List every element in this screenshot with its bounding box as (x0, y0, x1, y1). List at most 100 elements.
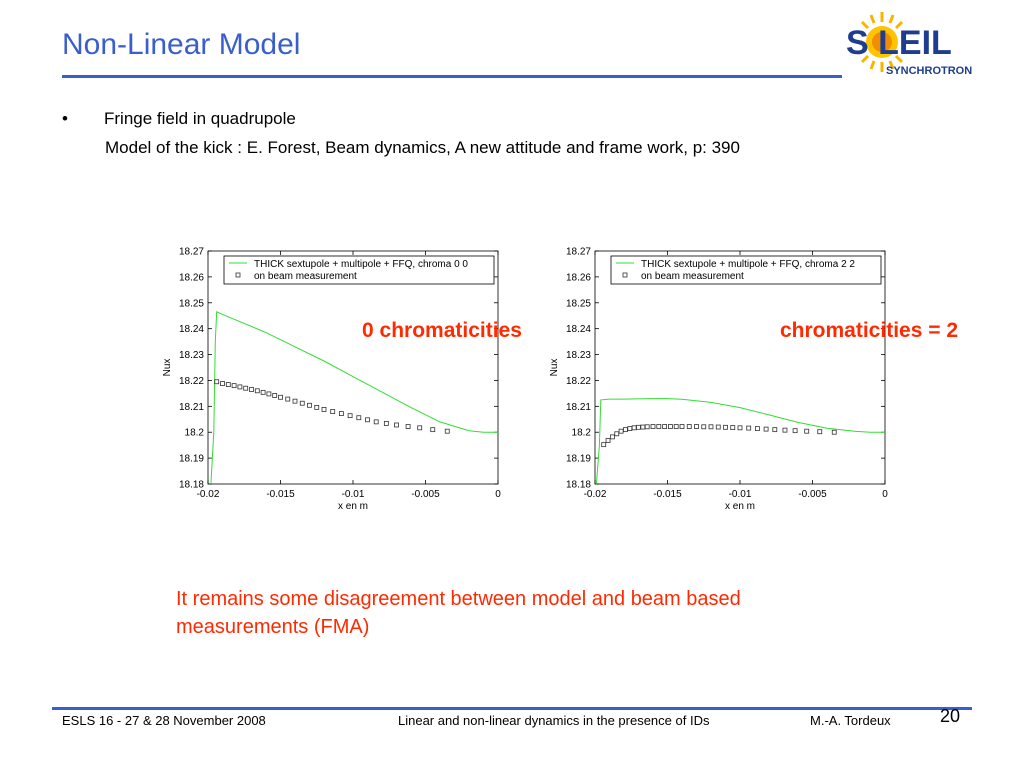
measurement-point (383, 421, 389, 426)
measurement-point (292, 398, 298, 404)
measurement-point (314, 404, 320, 410)
measurement-point (601, 442, 607, 448)
y-tick-label: 18.24 (566, 324, 591, 335)
x-tick-label: 0 (882, 489, 888, 500)
y-tick-label: 18.18 (566, 480, 591, 491)
measurement-point (249, 387, 254, 392)
measurement-point (394, 422, 399, 428)
logo-wordmark: S LEIL (846, 24, 952, 62)
chart-chroma-2: 18.18 18.19 18.2 18.21 18.22 18.23 18.24 18.25 1… (537, 238, 897, 523)
measurement-point (686, 424, 692, 429)
measurement-point (254, 388, 260, 394)
legend-box (223, 255, 495, 285)
measurement-point (804, 428, 810, 434)
measurement-point (444, 428, 450, 434)
measurement-point (347, 413, 353, 419)
measurement-point (338, 411, 344, 416)
x-tick-label: -0.02 (197, 489, 220, 500)
measurement-point (782, 427, 788, 433)
legend-label: THICK sextupole + multipole + FFQ, chrom… (254, 259, 468, 270)
annotation-chroma-two: chromaticities = 2 (780, 319, 958, 342)
measurement-point (260, 389, 266, 395)
footer-talk-title: Linear and non-linear dynamics in the pr… (398, 713, 710, 728)
plot-frame (594, 250, 886, 485)
measurement-point (321, 407, 327, 412)
measurement-point (708, 424, 714, 430)
measurement-point (715, 424, 721, 430)
measurement-point (231, 383, 237, 389)
legend-box (610, 255, 882, 285)
measurement-point (243, 385, 249, 391)
y-tick-label: 18.26 (179, 272, 204, 283)
measurement-point (417, 425, 423, 431)
measurement-point (679, 424, 685, 429)
x-tick-label: -0.02 (584, 489, 607, 500)
measurement-point (831, 429, 837, 435)
measurement-point (299, 400, 305, 406)
x-tick-label: -0.015 (266, 489, 295, 500)
y-tick-label: 18.19 (566, 454, 591, 465)
y-tick-label: 18.25 (179, 298, 204, 309)
x-tick-label: 0 (495, 489, 501, 500)
soleil-logo: S LEIL SYNCHROTRON (838, 8, 988, 80)
model-series-line (210, 311, 498, 485)
measurement-point (214, 379, 220, 385)
bullet-item: • Fringe field in quadrupole (62, 109, 296, 129)
measurement-point (640, 424, 646, 430)
legend: THICK sextupole + multipole + FFQ, chrom… (223, 255, 495, 285)
legend-label: on beam measurement (641, 271, 744, 282)
legend-marker-swatch (622, 272, 628, 278)
legend: THICK sextupole + multipole + FFQ, chrom… (610, 255, 882, 285)
measurement-point (614, 431, 620, 437)
chart-0-svg: 18.18 18.19 18.2 18.21 18.22 18.23 18.24 18.25 1… (162, 247, 501, 513)
legend-label: on beam measurement (254, 271, 357, 282)
logo-subtitle: SYNCHROTRON (886, 65, 972, 77)
page-number: 20 (940, 706, 961, 726)
measurement-point (610, 434, 615, 440)
y-tick-label: 18.19 (179, 454, 204, 465)
legend-label: THICK sextupole + multipole + FFQ, chrom… (641, 259, 855, 270)
x-tick-label: -0.005 (411, 489, 440, 500)
measurement-point (667, 424, 673, 429)
measurement-point (618, 428, 624, 434)
measurement-point (405, 424, 411, 429)
measurement-point (278, 394, 283, 400)
y-tick-label: 18.18 (179, 480, 204, 491)
measurement-point (605, 438, 611, 443)
measurement-point (285, 396, 291, 402)
conclusion-text: It remains some disagreement between mod… (176, 588, 741, 638)
y-tick-label: 18.24 (179, 324, 204, 335)
legend-marker-swatch (235, 272, 241, 278)
y-axis-label: Nux (549, 359, 560, 377)
chart-chroma-0: 18.18 18.19 18.2 18.21 18.22 18.23 18.24 18.25 1… (150, 238, 510, 523)
y-tick-label: 18.27 (566, 247, 591, 258)
measurement-point (266, 391, 272, 397)
measurement-point (817, 429, 823, 435)
y-tick-label: 18.21 (566, 402, 591, 413)
bullet-glyph: • (62, 109, 68, 128)
measurement-point (623, 427, 628, 433)
y-tick-label: 18.26 (566, 272, 591, 283)
y-tick-label: 18.23 (179, 350, 204, 361)
measurement-point (763, 426, 769, 432)
y-tick-label: 18.23 (566, 350, 591, 361)
chart-1-svg: 18.18 18.19 18.2 18.21 18.22 18.23 18.24 18.25 1… (549, 247, 888, 513)
measurement-point (365, 417, 370, 423)
measurement-point (272, 393, 278, 398)
x-tick-label: -0.01 (342, 489, 365, 500)
y-tick-label: 18.2 (185, 428, 205, 439)
measurement-point (627, 426, 633, 431)
y-tick-label: 18.22 (566, 376, 591, 387)
measurement-point (772, 427, 778, 433)
footer-author: M.-A. Tordeux (810, 713, 891, 728)
model-series-line (595, 398, 885, 485)
bullet-text: Fringe field in quadrupole (104, 109, 296, 128)
measurement-point (746, 425, 752, 431)
measurement-point (730, 425, 736, 430)
measurement-point (307, 402, 312, 408)
x-tick-label: -0.015 (653, 489, 682, 500)
y-axis-label: Nux (162, 359, 173, 377)
measurement-point (737, 425, 743, 431)
measurement-point (701, 424, 707, 430)
measurement-point (754, 426, 760, 431)
